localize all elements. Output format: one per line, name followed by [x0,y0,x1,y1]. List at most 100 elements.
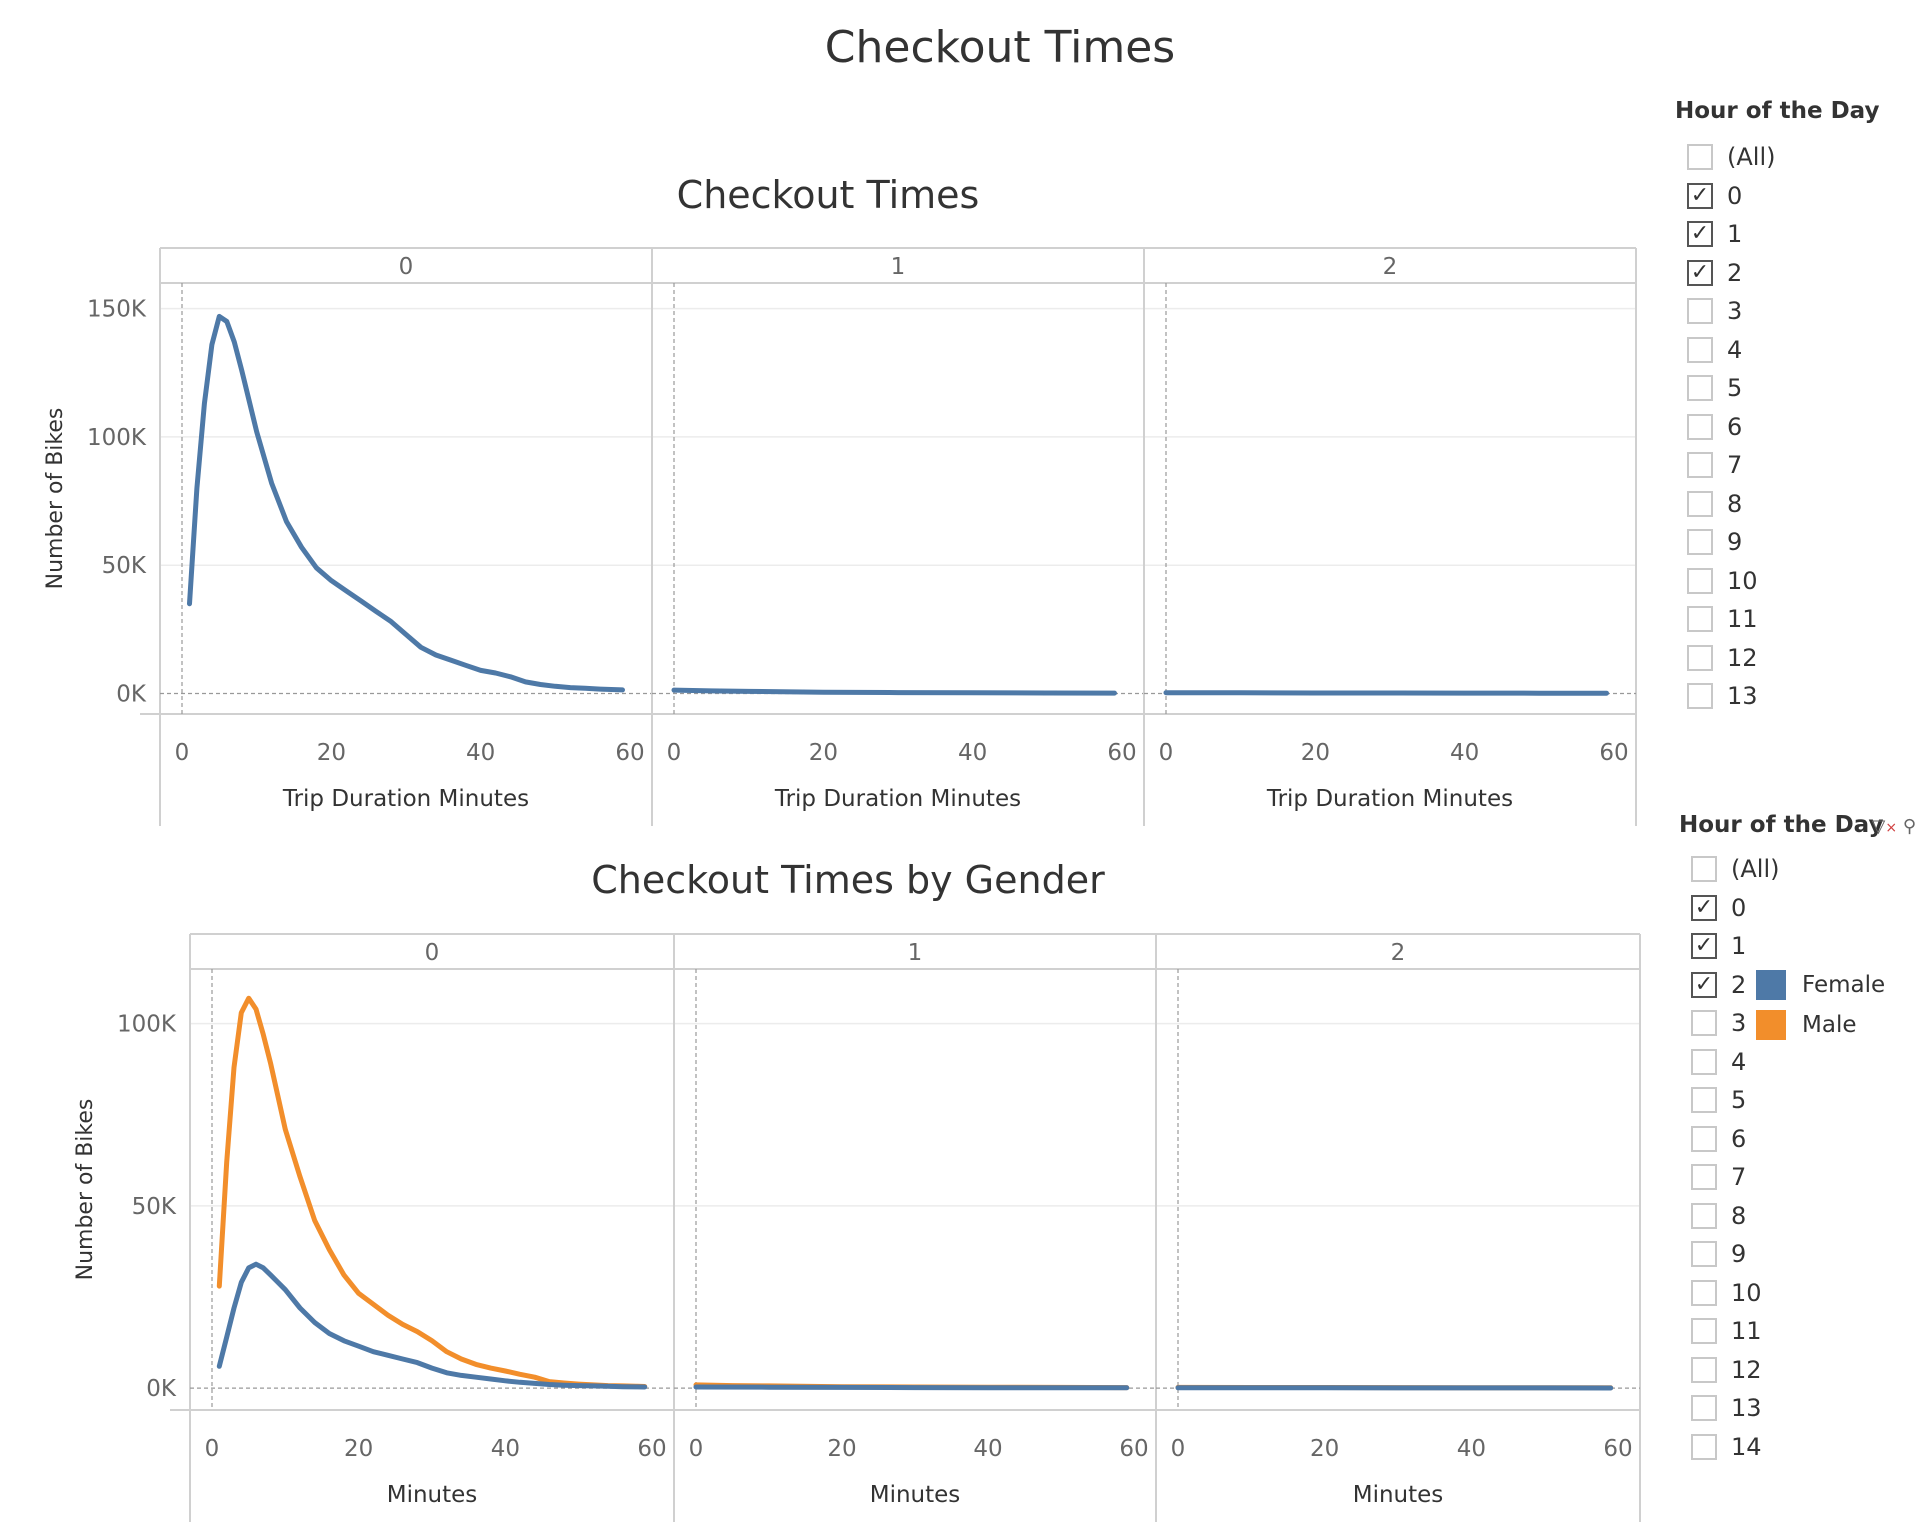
female-series-line-hour-1 [693,1384,1130,1391]
filter-option-label: 6 [1731,1124,1747,1153]
filter-option-label: 12 [1731,1355,1762,1384]
checkbox[interactable]: ✓ [1691,971,1717,998]
checkbox[interactable] [1687,606,1713,632]
filter-option-label: 8 [1727,489,1743,518]
filter-option-10[interactable]: 10 [1691,1278,1762,1308]
checkbox[interactable] [1691,1010,1717,1036]
filter-option-7[interactable]: 7 [1691,1162,1746,1192]
checkbox[interactable] [1687,413,1713,440]
checkbox[interactable] [1691,1241,1717,1267]
panel-header-label: 2 [1391,940,1406,966]
filter-option-9[interactable]: 9 [1687,527,1742,557]
checkbox[interactable] [1691,1318,1717,1344]
checkbox[interactable]: ✓ [1687,182,1713,209]
checkbox[interactable] [1687,644,1713,671]
checkbox[interactable] [1691,856,1717,882]
filter-option-label: 5 [1727,374,1743,402]
filter-option-8[interactable]: 8 [1691,1201,1746,1231]
filter-option-6[interactable]: 6 [1687,412,1742,442]
checkbox[interactable] [1691,1048,1717,1075]
checkbox[interactable] [1687,452,1713,478]
filter-option-3[interactable]: 3 [1687,296,1742,326]
checkbox[interactable]: ✓ [1691,933,1717,959]
filter-option-12[interactable]: 12 [1687,643,1758,673]
x-tick-label: 0 [175,740,190,766]
filter-tools: ▽× ⚲ [1872,816,1917,837]
checkbox[interactable] [1687,529,1713,555]
filter-option-3[interactable]: 3 [1691,1008,1746,1038]
checkbox[interactable]: ✓ [1687,221,1713,247]
hour-of-day-filter-2: Hour of the Day ▽× ⚲ (All) ✓ 0 ✓ 1 ✓ 2 3 4 5 6 7 8 9 1… [1679,812,1917,1461]
checkbox[interactable] [1691,1433,1717,1460]
filter-option-11[interactable]: 11 [1691,1316,1762,1346]
legend-item-female[interactable]: Female [1756,970,1885,1000]
x-axis-label: Minutes [1353,1482,1444,1508]
filter-option-11[interactable]: 11 [1687,604,1758,634]
series-line-hour-1 [671,687,1117,696]
filter-option-all[interactable]: (All) [1687,142,1775,172]
y-tick-label: 0K [146,1376,177,1402]
filter-option-4[interactable]: 4 [1691,1047,1746,1077]
checkbox[interactable] [1687,298,1713,324]
male-series-line-hour-0 [216,995,648,1389]
filter-option-label: 4 [1731,1047,1747,1076]
filter-option-12[interactable]: 12 [1691,1355,1762,1385]
filter-option-13[interactable]: 13 [1687,681,1758,711]
filter-option-label: 4 [1727,335,1743,364]
checkbox[interactable] [1691,1164,1717,1190]
checkbox[interactable] [1687,683,1713,709]
filter-option-2[interactable]: ✓ 2 [1687,258,1742,288]
legend-item-male[interactable]: Male [1756,1010,1856,1040]
filter-option-label: 11 [1727,605,1758,633]
filter-option-9[interactable]: 9 [1691,1239,1746,1269]
clear-filter-icon[interactable]: ▽× [1871,816,1898,837]
checkbox[interactable]: ✓ [1691,894,1717,921]
checkbox[interactable] [1691,1356,1717,1383]
x-tick-label: 60 [615,740,644,766]
filter-option-5[interactable]: 5 [1687,373,1742,403]
x-tick-label: 20 [1301,740,1330,766]
filter-option-5[interactable]: 5 [1691,1085,1746,1115]
filter-option-0[interactable]: ✓ 0 [1691,893,1746,923]
checkbox[interactable] [1687,336,1713,363]
filter-option-label: (All) [1727,143,1776,171]
checkbox[interactable] [1691,1087,1717,1113]
filter-option-1[interactable]: ✓ 1 [1691,931,1746,961]
series-line-hour-0 [187,313,625,693]
filter-option-0[interactable]: ✓ 0 [1687,181,1742,211]
checkbox[interactable] [1687,144,1713,170]
panel-header-label: 0 [399,254,414,280]
checkbox[interactable] [1687,490,1713,517]
checkbox[interactable]: ✓ [1687,259,1713,286]
filter-option-8[interactable]: 8 [1687,489,1742,519]
checkbox[interactable] [1691,1202,1717,1229]
x-tick-label: 0 [1159,740,1174,766]
checkbox[interactable] [1687,567,1713,594]
filter-option-2[interactable]: ✓ 2 [1691,970,1746,1000]
x-tick-label: 40 [466,740,495,766]
search-icon[interactable]: ⚲ [1902,816,1916,837]
filter-option-all[interactable]: (All) [1691,854,1779,884]
checkbox[interactable] [1691,1125,1717,1152]
y-axis-label: Number of Bikes [73,1099,98,1281]
x-tick-label: 60 [1603,1436,1632,1462]
checkbox[interactable] [1691,1395,1717,1421]
y-axis-label: Number of Bikes [43,408,68,590]
filter-option-14[interactable]: 14 [1691,1432,1762,1462]
filter-title: Hour of the Day [1675,98,1880,124]
filter-title: Hour of the Day [1679,812,1884,838]
filter-option-10[interactable]: 10 [1687,566,1758,596]
filter-option-13[interactable]: 13 [1691,1393,1762,1423]
filter-option-label: 12 [1727,643,1758,672]
x-axis-label: Minutes [387,1482,478,1508]
filter-option-label: 7 [1727,451,1743,479]
checkout-times-by-gender-chart: Checkout Times by Gender 0K 50K 100K Number … [73,858,1641,1522]
checkbox[interactable] [1691,1279,1717,1306]
checkbox[interactable] [1687,375,1713,401]
filter-option-7[interactable]: 7 [1687,450,1742,480]
filter-option-1[interactable]: ✓ 1 [1687,219,1742,249]
x-tick-label: 20 [827,1436,856,1462]
filter-option-4[interactable]: 4 [1687,335,1742,365]
filter-option-6[interactable]: 6 [1691,1124,1746,1154]
